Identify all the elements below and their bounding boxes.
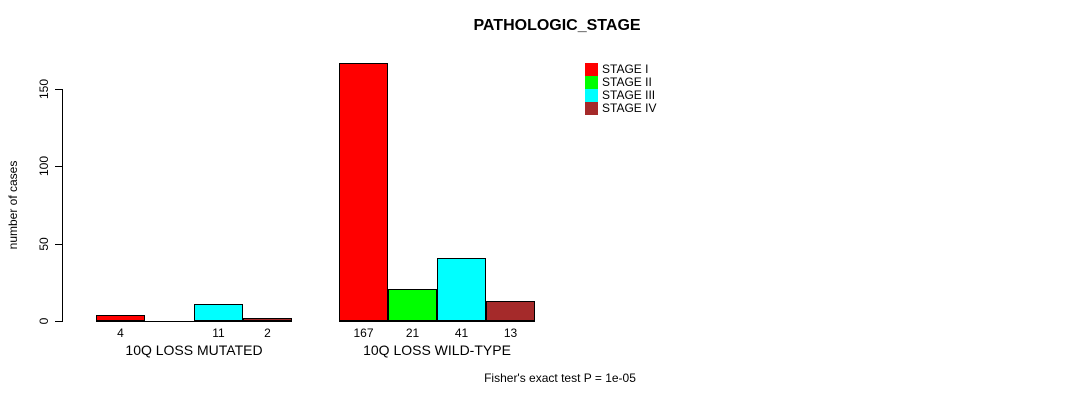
bar-stage-i [96,315,145,321]
legend-color-swatch [585,76,598,89]
y-tick-label: 0 [37,317,51,325]
bar-value-label: 13 [503,326,518,340]
category-label: 10Q LOSS WILD-TYPE [363,342,511,358]
y-tick-mark [55,89,62,90]
group-baseline [96,321,292,322]
y-tick-label: 100 [37,155,51,177]
bar-stage-iii [194,304,243,321]
y-tick-mark [55,166,62,167]
bar-stage-iii [437,258,486,321]
legend-item: STAGE III [585,89,656,102]
y-axis-line [62,89,63,322]
category-label: 10Q LOSS MUTATED [125,342,263,358]
legend-color-swatch [585,63,598,76]
bar-stage-iv [243,318,292,321]
bar-stage-i [339,63,388,321]
legend-color-swatch [585,89,598,102]
y-tick-label: 150 [37,78,51,100]
legend-item: STAGE I [585,63,656,76]
bar-value-label: 41 [454,326,469,340]
y-tick-label: 50 [37,237,51,251]
legend-item-label: STAGE II [602,75,652,89]
group-baseline [339,321,535,322]
bar-value-label: 21 [405,326,420,340]
annotation-text: Fisher's exact test P = 1e-05 [484,371,636,385]
legend-item: STAGE IV [585,102,656,115]
y-axis-label: number of cases [6,160,20,250]
bar-value-label: 4 [117,326,124,340]
legend: STAGE I STAGE II STAGE III STAGE IV [585,63,656,115]
y-tick-mark [55,244,62,245]
y-tick-mark [55,321,62,322]
legend-item-label: STAGE III [602,88,656,102]
bar-stage-iv [486,301,535,321]
bar-value-label: 11 [212,326,225,340]
legend-item-label: STAGE IV [602,101,657,115]
legend-color-swatch [585,102,598,115]
bar-value-label: 167 [353,326,374,340]
bar-value-label: 2 [264,326,271,340]
bar-stage-ii [388,289,437,321]
chart-title: PATHOLOGIC_STAGE [473,17,641,34]
legend-item-label: STAGE I [602,62,649,76]
legend-item: STAGE II [585,76,656,89]
